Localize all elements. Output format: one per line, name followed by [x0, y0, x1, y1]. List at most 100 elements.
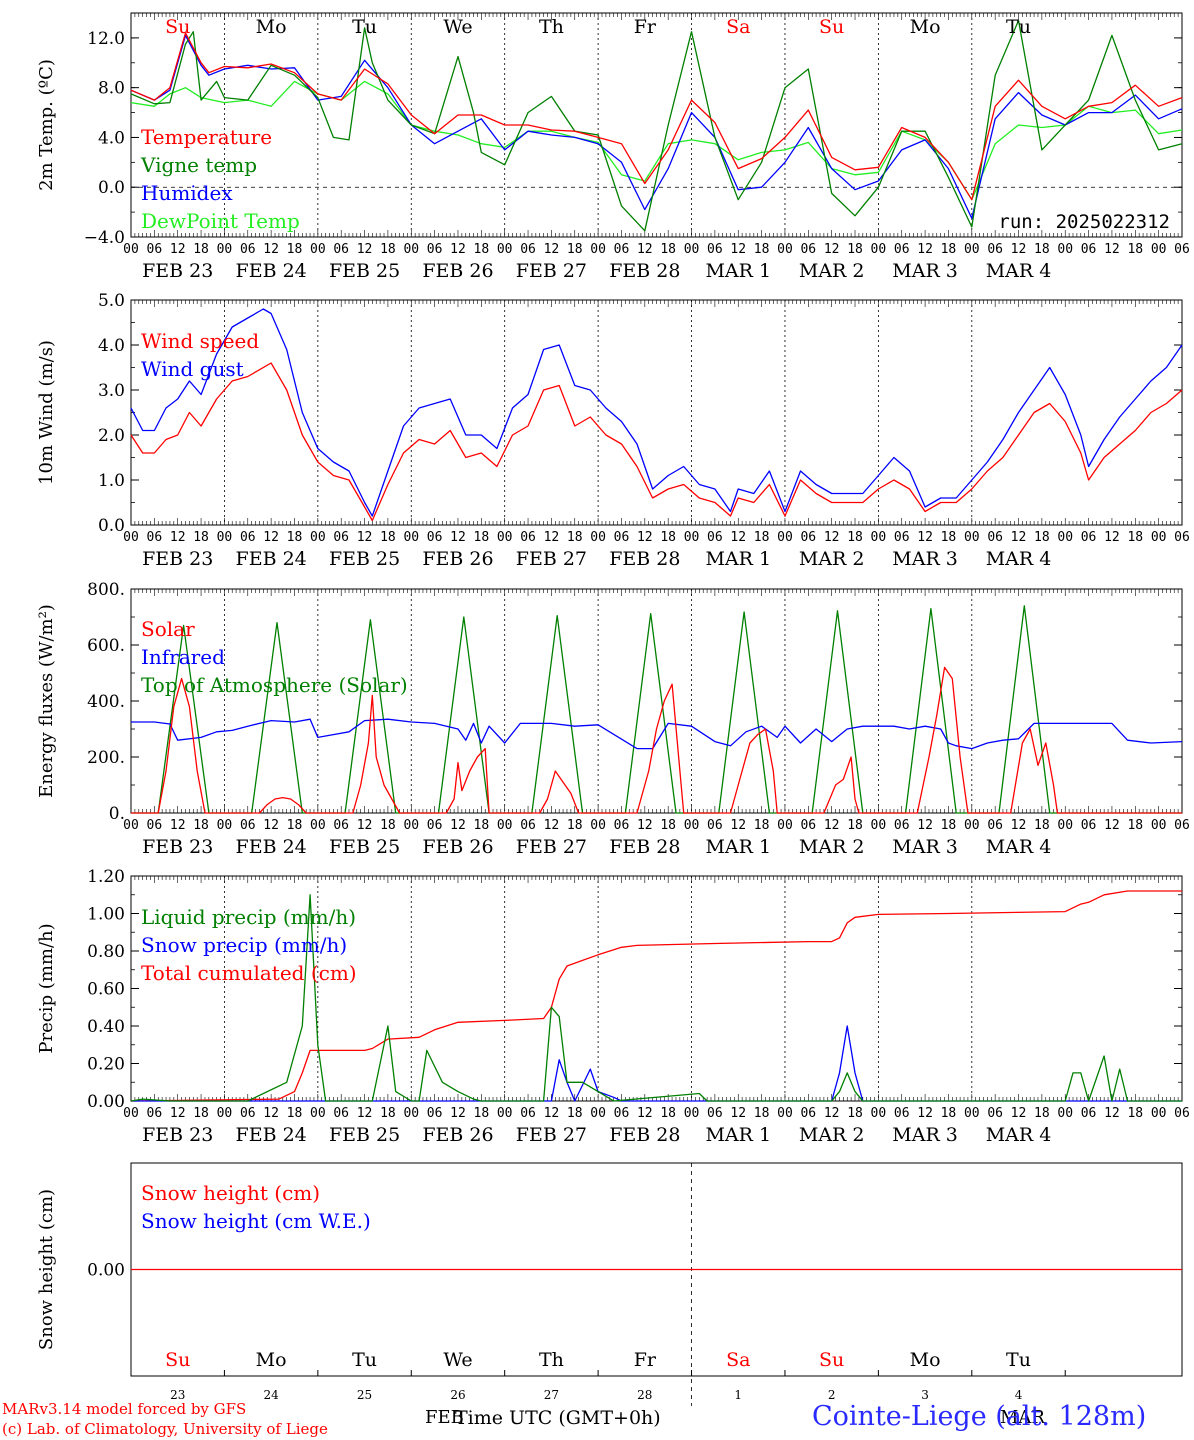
hour-tick-label: 00 — [777, 242, 793, 257]
hour-tick-label: 06 — [520, 242, 536, 257]
hour-tick-label: 18 — [1034, 1106, 1050, 1121]
weekday-label: Tu — [1006, 1349, 1031, 1371]
hour-tick-label: 06 — [707, 1106, 723, 1121]
legend-entry: Total cumulated (cm) — [141, 961, 357, 985]
y-axis-label: 2m Temp. (ºC) — [36, 59, 57, 191]
y-tick-label: 5.0 — [98, 291, 125, 311]
hour-tick-label: 06 — [1174, 818, 1190, 833]
hour-tick-label: 06 — [614, 818, 630, 833]
hour-tick-label: 00 — [123, 242, 139, 257]
series-line — [130, 32, 1183, 201]
legend-entry: Temperature — [141, 125, 272, 149]
y-tick-label: 400. — [87, 692, 125, 712]
hour-tick-label: 12 — [170, 1106, 186, 1121]
date-label: FEB 24 — [236, 548, 307, 570]
hour-tick-label: 06 — [147, 1106, 163, 1121]
hour-tick-label: 18 — [287, 818, 303, 833]
hour-tick-label: 06 — [1081, 1106, 1097, 1121]
hour-tick-label: 00 — [964, 530, 980, 545]
hour-tick-label: 18 — [754, 530, 770, 545]
hour-tick-label: 00 — [1057, 242, 1073, 257]
y-tick-label: 0.00 — [87, 1092, 125, 1112]
hour-tick-label: 12 — [637, 242, 653, 257]
hour-tick-label: 12 — [917, 818, 933, 833]
hour-tick-label: 06 — [800, 1106, 816, 1121]
hour-tick-label: 12 — [170, 530, 186, 545]
y-tick-label: 0. — [109, 804, 125, 824]
hour-tick-label: 00 — [777, 530, 793, 545]
hour-tick-label: 00 — [403, 530, 419, 545]
day-number: 2 — [828, 1388, 836, 1402]
hour-tick-label: 12 — [824, 818, 840, 833]
date-label: FEB 24 — [236, 1124, 307, 1146]
weekday-label: Sa — [726, 1349, 750, 1371]
date-label: MAR 1 — [705, 548, 771, 570]
hour-tick-label: 00 — [1057, 530, 1073, 545]
hour-tick-label: 06 — [520, 818, 536, 833]
weekday-label: Tu — [352, 1349, 377, 1371]
hour-tick-label: 12 — [544, 530, 560, 545]
date-label: FEB 28 — [609, 260, 680, 282]
hour-tick-label: 06 — [333, 242, 349, 257]
plot-frame — [130, 299, 1183, 526]
hour-tick-label: 12 — [917, 1106, 933, 1121]
date-label: FEB 25 — [329, 548, 400, 570]
date-label: FEB 26 — [422, 260, 493, 282]
hour-tick-label: 00 — [403, 242, 419, 257]
hour-tick-label: 18 — [567, 530, 583, 545]
series-line — [130, 890, 1182, 1102]
hour-tick-label: 12 — [1011, 818, 1027, 833]
lab-credit: (c) Lab. of Climatology, University of L… — [2, 1420, 328, 1438]
hour-tick-label: 06 — [894, 1106, 910, 1121]
weekday-label: Su — [819, 1349, 844, 1371]
y-tick-label: 3.0 — [98, 381, 125, 401]
legend-entry: Wind gust — [141, 357, 244, 381]
hour-tick-label: 18 — [754, 1106, 770, 1121]
y-tick-label: 0.0 — [98, 178, 125, 198]
hour-tick-label: 06 — [427, 818, 443, 833]
hour-tick-label: 18 — [847, 530, 863, 545]
hour-tick-label: 06 — [520, 530, 536, 545]
y-tick-label: 600. — [87, 636, 125, 656]
date-label: MAR 1 — [705, 260, 771, 282]
weekday-label: Tu — [1006, 16, 1031, 38]
hour-tick-label: 12 — [730, 530, 746, 545]
hour-tick-label: 00 — [217, 530, 233, 545]
hour-tick-label: 18 — [660, 818, 676, 833]
hour-tick-label: 18 — [474, 818, 490, 833]
hour-tick-label: 06 — [1174, 242, 1190, 257]
date-label: MAR 1 — [705, 1124, 771, 1146]
hour-tick-label: 18 — [474, 1106, 490, 1121]
hour-tick-label: 18 — [474, 242, 490, 257]
hour-tick-label: 18 — [941, 1106, 957, 1121]
hour-tick-label: 18 — [1127, 242, 1143, 257]
date-label: FEB 27 — [516, 1124, 587, 1146]
y-tick-label: 0.0 — [98, 516, 125, 536]
hour-tick-label: 00 — [964, 818, 980, 833]
hour-tick-label: 00 — [497, 818, 513, 833]
y-tick-label: 0.60 — [87, 980, 125, 1000]
hour-tick-label: 06 — [1081, 530, 1097, 545]
hour-tick-label: 12 — [357, 818, 373, 833]
hour-tick-label: 00 — [310, 1106, 326, 1121]
hour-tick-label: 06 — [1174, 1106, 1190, 1121]
date-label: MAR 4 — [986, 1124, 1052, 1146]
hour-tick-label: 06 — [147, 530, 163, 545]
model-credit: MARv3.14 model forced by GFS — [2, 1400, 247, 1418]
series-line — [130, 894, 1182, 1102]
hour-tick-label: 00 — [590, 530, 606, 545]
series-line — [131, 666, 1182, 814]
weekday-label: Th — [539, 16, 564, 38]
hour-tick-label: 06 — [614, 1106, 630, 1121]
hour-tick-label: 12 — [1011, 1106, 1027, 1121]
y-axis-label: 10m Wind (m/s) — [36, 340, 57, 485]
hour-tick-label: 00 — [871, 1106, 887, 1121]
hour-tick-label: 06 — [427, 1106, 443, 1121]
hour-tick-label: 00 — [590, 818, 606, 833]
hour-tick-label: 18 — [193, 1106, 209, 1121]
date-label: FEB 23 — [142, 1124, 213, 1146]
hour-tick-label: 12 — [1104, 1106, 1120, 1121]
day-number: 23 — [170, 1388, 185, 1402]
hour-tick-label: 18 — [847, 242, 863, 257]
